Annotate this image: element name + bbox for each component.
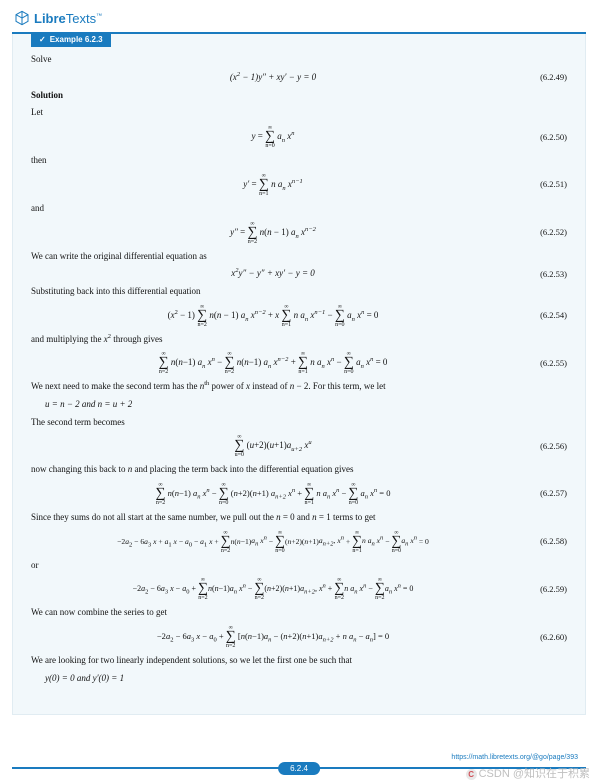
eq-body: −2a2 − 6a3 x + a1 x − a0 − a1 x + ∞∑n=2n… — [31, 530, 515, 554]
eq-body: y′ = ∞∑n=1 n an xn−1 — [31, 173, 515, 197]
equation-6-2-53: x2y″ − y″ + xy′ − y = 0 (6.2.53) — [31, 268, 567, 280]
eq-number: (6.2.51) — [515, 179, 567, 190]
text-wenext: We next need to make the second term has… — [31, 381, 567, 393]
equation-6-2-49: (x2 − 1)y″ + xy′ − y = 0 (6.2.49) — [31, 72, 567, 84]
text-substituting: Substituting back into this differential… — [31, 286, 567, 298]
eq-number: (6.2.50) — [515, 132, 567, 143]
equation-6-2-51: y′ = ∞∑n=1 n an xn−1 (6.2.51) — [31, 173, 567, 197]
eq-body: (x2 − 1) ∞∑n=2 n(n − 1) an xn−2 + x ∞∑n=… — [31, 304, 515, 328]
eq-body: y″ = ∞∑n=2 n(n − 1) an xn−2 — [31, 221, 515, 245]
text-since: Since they sums do not all start at the … — [31, 512, 567, 524]
eq-number: (6.2.58) — [515, 536, 567, 547]
text-looking: We are looking for two linearly independ… — [31, 655, 567, 667]
example-tag: ✓Example 6.2.3 — [31, 34, 111, 47]
eq-number: (6.2.56) — [515, 441, 567, 452]
text-nowchanging: now changing this back to n and placing … — [31, 464, 567, 476]
eq-number: (6.2.60) — [515, 632, 567, 643]
text-solve: Solve — [31, 54, 567, 66]
equation-6-2-50: y = ∞∑n=0 an xn (6.2.50) — [31, 125, 567, 149]
equation-6-2-55: ∞∑n=2 n(n−1) an xn − ∞∑n=2 n(n−1) an xn−… — [31, 351, 567, 375]
text-then: then — [31, 155, 567, 167]
watermark: CCSDN @知识在于积累 — [466, 765, 590, 781]
eq-number: (6.2.54) — [515, 310, 567, 321]
eq-body: y = ∞∑n=0 an xn — [31, 125, 515, 149]
text-combine: We can now combine the series to get — [31, 607, 567, 619]
csdn-icon: C — [466, 769, 477, 780]
logo-text: LibreTexts™ — [34, 11, 102, 26]
eq-body: x2y″ − y″ + xy′ − y = 0 — [31, 268, 515, 280]
content-area: ✓Example 6.2.3 Solve (x2 − 1)y″ + xy′ − … — [12, 34, 586, 715]
text-multiplying: and multiplying the x2 through gives — [31, 334, 567, 346]
equation-6-2-60: −2a2 − 6a3 x − a0 + ∞∑n=2 [n(n−1)an − (n… — [31, 625, 567, 649]
eq-body: −2a2 − 6a3 x − a0 + ∞∑n=2 [n(n−1)an − (n… — [31, 625, 515, 649]
eq-number: (6.2.59) — [515, 584, 567, 595]
text-solution: Solution — [31, 90, 567, 102]
eq-number: (6.2.55) — [515, 358, 567, 369]
eq-number: (6.2.49) — [515, 72, 567, 83]
equation-6-2-58: −2a2 − 6a3 x + a1 x − a0 − a1 x + ∞∑n=2n… — [31, 530, 567, 554]
eq-body: −2a2 − 6a3 x − a0 + ∞∑n=2n(n−1)an xn − ∞… — [31, 577, 515, 601]
eq-number: (6.2.53) — [515, 269, 567, 280]
eq-body: ∞∑u=0 (u+2)(u+1)au+2 xu — [31, 434, 515, 458]
text-and: and — [31, 203, 567, 215]
eq-number: (6.2.52) — [515, 227, 567, 238]
text-let: Let — [31, 107, 567, 119]
libretexts-icon — [14, 10, 30, 26]
equation-6-2-57: ∞∑n=2 n(n−1) an xn − ∞∑n=0 (n+2)(n+1) an… — [31, 482, 567, 506]
text-uv: u = n − 2 and n = u + 2 — [31, 399, 567, 411]
text-ycond: y(0) = 0 and y′(0) = 1 — [31, 673, 567, 685]
text-or: or — [31, 560, 567, 572]
equation-6-2-56: ∞∑u=0 (u+2)(u+1)au+2 xu (6.2.56) — [31, 434, 567, 458]
logo: LibreTexts™ — [0, 0, 598, 32]
page-number: 6.2.4 — [278, 762, 320, 775]
equation-6-2-54: (x2 − 1) ∞∑n=2 n(n − 1) an xn−2 + x ∞∑n=… — [31, 304, 567, 328]
footer-url[interactable]: https://math.libretexts.org/@go/page/393 — [451, 754, 578, 761]
check-icon: ✓ — [39, 35, 46, 44]
equation-6-2-59: −2a2 − 6a3 x − a0 + ∞∑n=2n(n−1)an xn − ∞… — [31, 577, 567, 601]
eq-body: (x2 − 1)y″ + xy′ − y = 0 — [31, 72, 515, 84]
equation-6-2-52: y″ = ∞∑n=2 n(n − 1) an xn−2 (6.2.52) — [31, 221, 567, 245]
eq-body: ∞∑n=2 n(n−1) an xn − ∞∑n=2 n(n−1) an xn−… — [31, 351, 515, 375]
text-secondterm: The second term becomes — [31, 417, 567, 429]
eq-body: ∞∑n=2 n(n−1) an xn − ∞∑n=0 (n+2)(n+1) an… — [31, 482, 515, 506]
text-wecanwrite: We can write the original differential e… — [31, 251, 567, 263]
page: LibreTexts™ ✓Example 6.2.3 Solve (x2 − 1… — [0, 0, 598, 783]
eq-number: (6.2.57) — [515, 488, 567, 499]
